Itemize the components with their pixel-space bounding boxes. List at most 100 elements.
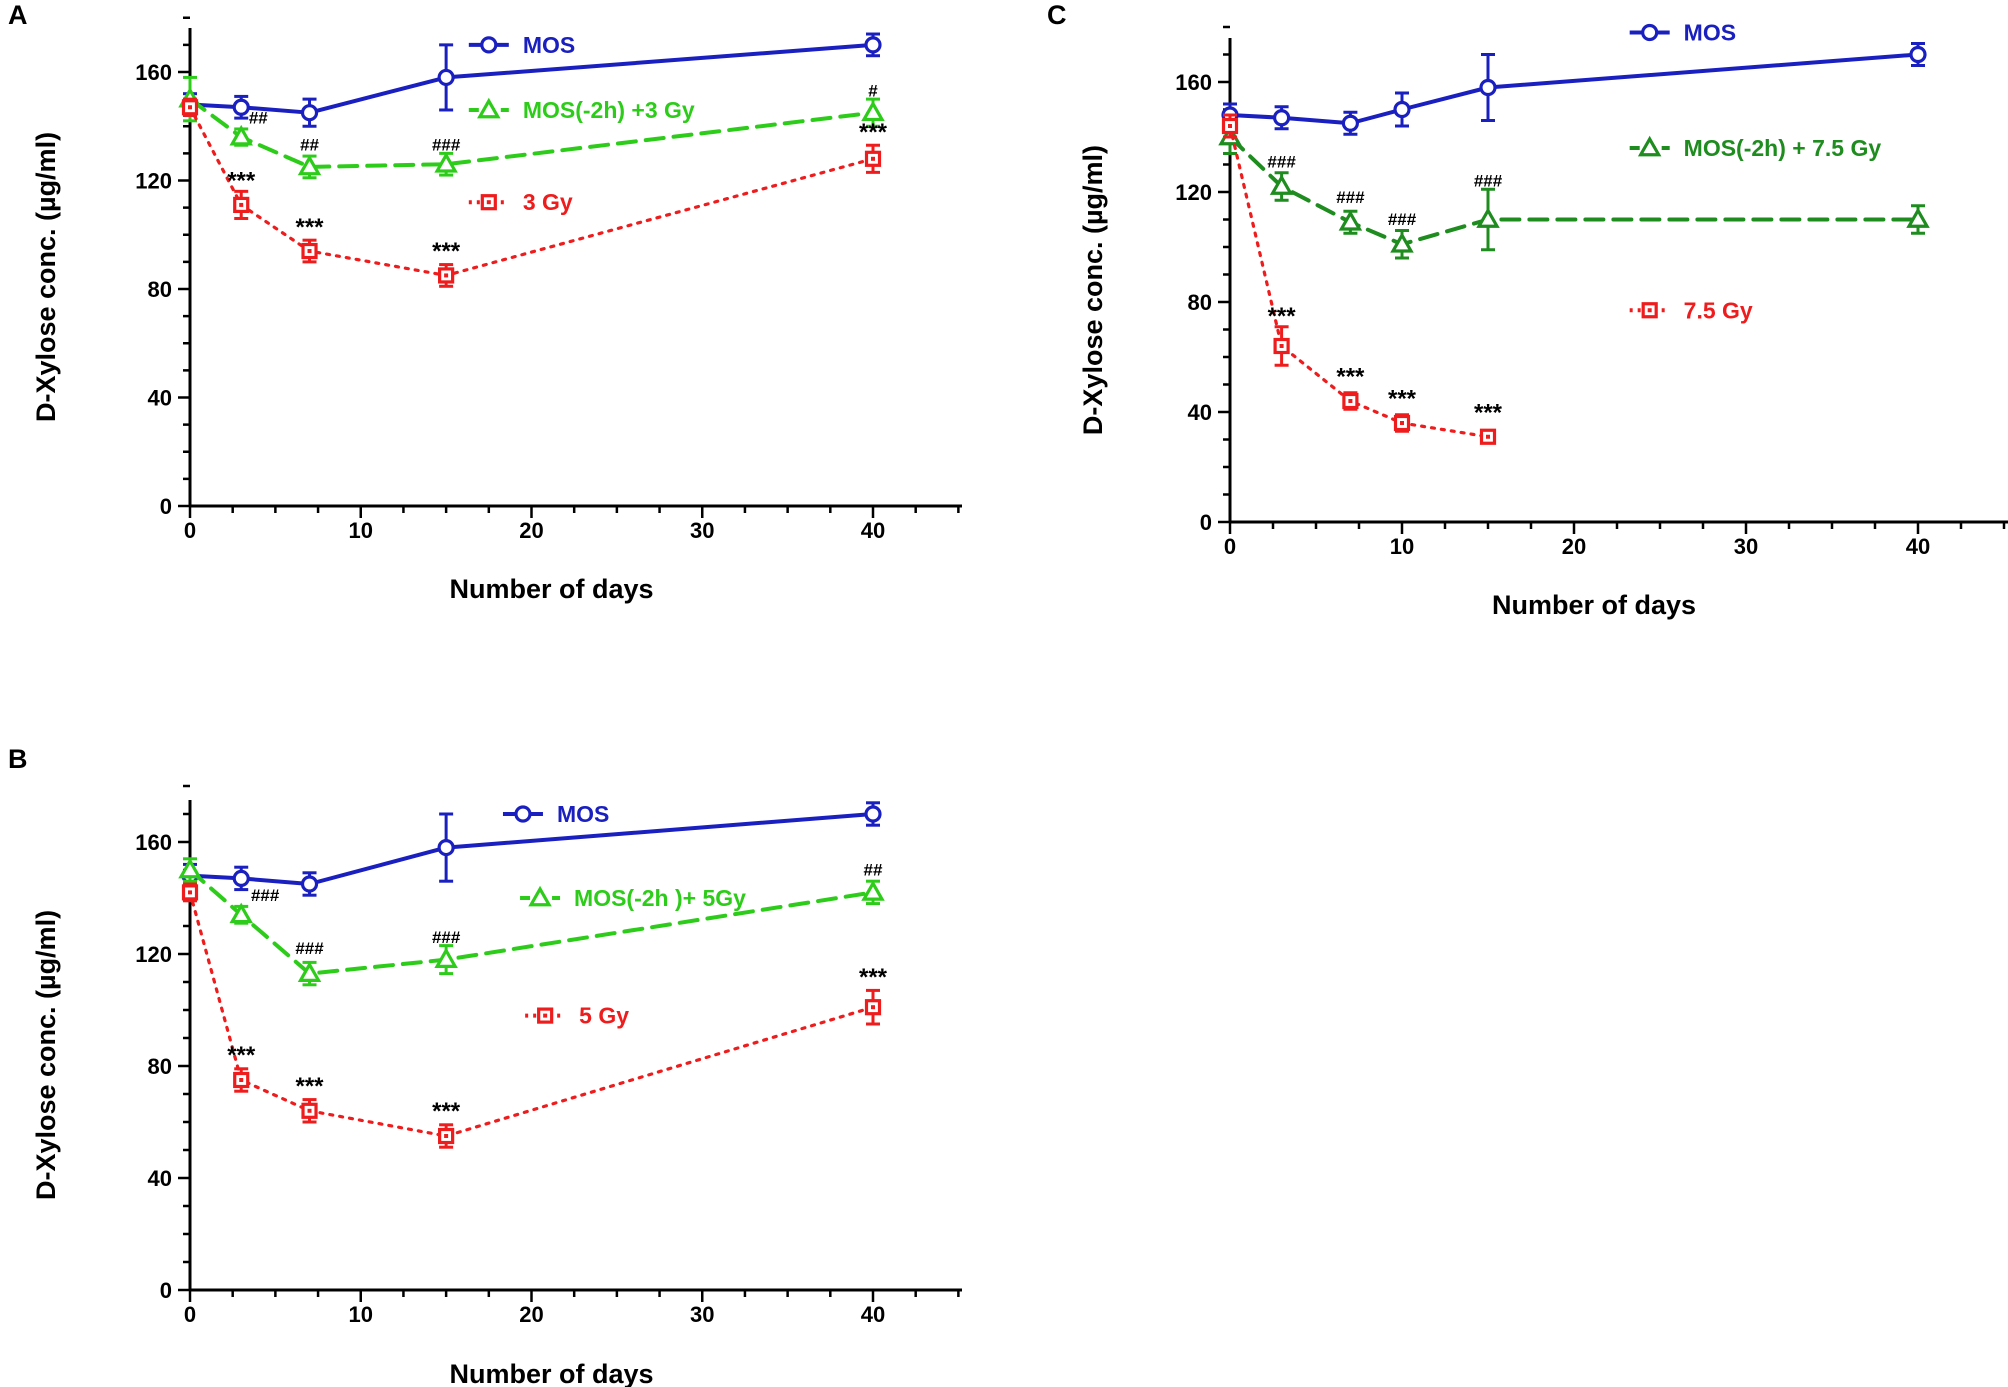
legend-label-c: MOS (1684, 20, 1736, 46)
x-tick-label-a: 20 (519, 518, 543, 543)
x-tick-label-c: 20 (1562, 534, 1586, 559)
data-point-a (437, 68, 455, 87)
series-line-b-1 (188, 868, 875, 976)
significance-star-b: *** (227, 1042, 256, 1069)
x-tick-label-a: 0 (184, 518, 196, 543)
significance-star-c: *** (1388, 386, 1417, 413)
series-a-1 (178, 75, 885, 180)
significance-star-c: *** (1268, 303, 1297, 330)
x-tick-label-b: 0 (184, 1302, 196, 1327)
data-point-a (232, 98, 250, 116)
significance-hash-c: ### (1474, 172, 1503, 191)
significance-hash-b: ### (295, 939, 324, 958)
significance-hash-b: ### (432, 928, 461, 947)
data-point-c-center (1348, 399, 1353, 403)
data-point-b-center (307, 1108, 312, 1113)
significance-star-c: *** (1336, 364, 1365, 391)
x-tick-label-c: 0 (1224, 534, 1236, 559)
x-tick-label-b: 30 (690, 1302, 714, 1327)
data-point-c (1269, 174, 1294, 195)
data-point-c (1390, 232, 1414, 253)
series-b-1 (178, 857, 885, 987)
y-tick-label-b: 160 (135, 830, 172, 855)
data-point-b-center (871, 1005, 875, 1010)
legend-entry-c-2: 7.5 Gy (1629, 297, 1753, 323)
data-point-b (178, 857, 202, 879)
panel-letter-a: A (8, 0, 28, 30)
data-point-c (1393, 100, 1411, 119)
x-tick-label-c: 40 (1906, 534, 1930, 559)
legend-marker-b (528, 885, 552, 907)
significance-star-b: *** (432, 1098, 461, 1125)
chart-panel-a: A 0 10 20 30 40 0 40 80 120 160 Number of days D-Xyl… (8, 0, 962, 604)
significance-hash-b: ### (251, 886, 280, 905)
y-tick-label-a: 40 (148, 386, 172, 411)
data-point-a-center (444, 273, 449, 278)
data-point-a (229, 124, 253, 146)
y-tick-label-c: 120 (1175, 180, 1212, 205)
significance-hash-b: ## (864, 861, 883, 880)
legend-marker-a (480, 36, 498, 54)
legend-label-a: MOS (523, 32, 575, 58)
y-tick-label-b: 40 (148, 1166, 172, 1191)
significance-star-b: *** (859, 964, 888, 991)
data-point-b-center (239, 1078, 244, 1082)
x-tick-label-b: 10 (349, 1302, 373, 1327)
data-point-c (1479, 78, 1497, 97)
x-tick-label-a: 40 (861, 518, 885, 543)
legend-label-b: MOS(-2h )+ 5Gy (574, 885, 746, 911)
chart-panel-b: B 0 10 20 30 40 0 40 80 120 160 Number of days D-Xyl… (8, 744, 962, 1387)
significance-star-a: *** (296, 214, 325, 241)
significance-hash-c: ### (1388, 210, 1417, 229)
legend-marker-c (1637, 135, 1662, 157)
data-point-c-center (1279, 344, 1284, 348)
y-tick-label-c: 0 (1200, 510, 1212, 535)
y-tick-label-a: 120 (135, 169, 172, 194)
panel-letter-b: B (8, 744, 28, 774)
data-point-a-center (239, 202, 244, 207)
x-axis-title-c: Number of days (1492, 590, 1696, 620)
series-a-2 (181, 97, 882, 288)
data-point-b (434, 947, 458, 968)
y-tick-label-b: 120 (135, 942, 172, 967)
data-point-c-center (1486, 434, 1490, 439)
data-point-c (1272, 109, 1291, 127)
data-point-c (1338, 210, 1363, 231)
x-tick-label-b: 40 (861, 1302, 885, 1327)
y-axis-title-b: D-Xylose conc. (µg/ml) (31, 910, 61, 1200)
data-point-b (232, 869, 250, 888)
legend-label-b: 5 Gy (579, 1003, 629, 1029)
data-point-b (437, 838, 455, 857)
data-point-b (300, 875, 319, 893)
x-tick-label-a: 30 (690, 518, 714, 543)
series-line-b-2 (188, 890, 875, 1138)
legend-label-b: MOS (557, 801, 609, 827)
significance-hash-a: ### (432, 136, 461, 155)
legend-entry-c-1: MOS(-2h) + 7.5 Gy (1629, 135, 1881, 161)
y-tick-label-a: 0 (160, 494, 172, 519)
data-point-b-center (444, 1134, 449, 1138)
legend-entry-c-0: MOS (1629, 20, 1736, 46)
significance-hash-a: ## (249, 109, 268, 128)
y-tick-label-c: 80 (1188, 290, 1212, 315)
legend-entry-b-2: 5 Gy (525, 1003, 629, 1029)
legend-marker-a (477, 97, 501, 119)
y-tick-label-b: 0 (160, 1278, 172, 1303)
legend-label-c: 7.5 Gy (1684, 297, 1753, 323)
y-axis-title-c: D-Xylose conc. (µg/ml) (1078, 145, 1108, 435)
series-line-c-1 (1228, 135, 1920, 247)
legend-marker-c (1641, 23, 1659, 42)
x-tick-label-b: 20 (519, 1302, 543, 1327)
significance-star-b: *** (296, 1073, 325, 1100)
legend-entry-a-0: MOS (468, 32, 575, 58)
legend-marker-a-center (486, 200, 491, 205)
y-axis-title-a: D-Xylose conc. (µg/ml) (31, 132, 61, 422)
data-point-a (300, 104, 319, 122)
series-b-2 (181, 882, 882, 1149)
significance-hash-a: # (868, 81, 878, 100)
series-b-0 (181, 801, 882, 897)
series-c-0 (1221, 42, 1927, 136)
significance-hash-c: ### (1336, 188, 1365, 207)
legend-entry-a-1: MOS(-2h) +3 Gy (468, 97, 695, 123)
